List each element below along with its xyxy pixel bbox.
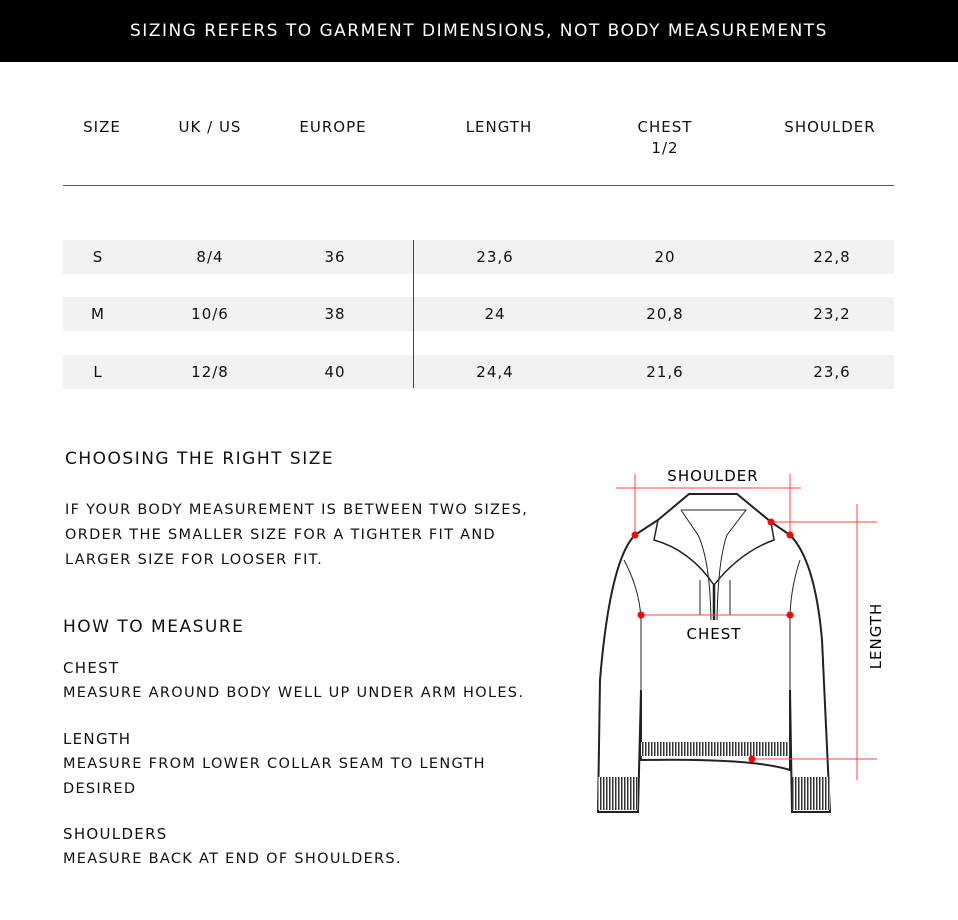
header-divider [63, 185, 894, 186]
left-cuff-rib [598, 777, 638, 810]
measure-points [631, 518, 794, 763]
header-europe: EUROPE [299, 118, 367, 136]
table-cell: 21,6 [646, 363, 684, 381]
table-cell: 20,8 [646, 305, 684, 323]
table-cell: 23,6 [476, 248, 514, 266]
header-shoulder: SHOULDER [784, 118, 876, 136]
chest-diagram-label: CHEST [687, 625, 742, 643]
header-uk-us: UK / US [178, 118, 242, 136]
table-cell: 8/4 [196, 248, 224, 266]
table-cell: 38 [324, 305, 346, 323]
choosing-line: ORDER THE SMALLER SIZE FOR A TIGHTER FIT… [65, 527, 497, 543]
sweater-outline [596, 493, 832, 813]
measure-title: HOW TO MEASURE [63, 617, 245, 637]
table-row: M 10/6 38 24 20,8 23,2 [63, 297, 894, 331]
table-cell: 10/6 [191, 305, 229, 323]
table-row: L 12/8 40 24,4 21,6 23,6 [63, 355, 894, 389]
table-cell: S [92, 248, 104, 266]
shoulders-label: SHOULDERS [63, 825, 168, 843]
length-line: DESIRED [63, 781, 137, 797]
chest-label: CHEST [63, 659, 120, 677]
chest-text: MEASURE AROUND BODY WELL UP UNDER ARM HO… [63, 685, 525, 701]
length-diagram-label: LENGTH [867, 603, 885, 670]
length-label: LENGTH [63, 730, 132, 748]
column-divider [413, 240, 414, 388]
table-row: S 8/4 36 23,6 20 22,8 [63, 240, 894, 274]
sizing-banner: SIZING REFERS TO GARMENT DIMENSIONS, NOT… [0, 0, 958, 62]
right-cuff-rib [792, 777, 830, 810]
table-cell: 23,6 [813, 363, 851, 381]
table-cell: 12/8 [191, 363, 229, 381]
table-cell: 36 [324, 248, 346, 266]
choosing-text: IF YOUR BODY MEASUREMENT IS BETWEEN TWO … [65, 498, 528, 573]
hem-rib [641, 742, 790, 756]
choosing-line: LARGER SIZE FOR LOOSER FIT. [65, 552, 324, 568]
shoulders-text: MEASURE BACK AT END OF SHOULDERS. [63, 851, 402, 867]
table-cell: 20 [654, 248, 676, 266]
table-cell: 40 [324, 363, 346, 381]
header-chest: CHEST 1/2 [637, 118, 693, 157]
choosing-line: IF YOUR BODY MEASUREMENT IS BETWEEN TWO … [65, 502, 529, 518]
table-cell: 24 [484, 305, 506, 323]
choosing-title: CHOOSING THE RIGHT SIZE [65, 449, 335, 469]
table-cell: 22,8 [813, 248, 851, 266]
header-length: LENGTH [465, 118, 533, 136]
length-line: MEASURE FROM LOWER COLLAR SEAM TO LENGTH [63, 756, 486, 772]
measure-lines [616, 474, 877, 780]
table-cell: L [93, 363, 103, 381]
table-cell: 24,4 [476, 363, 514, 381]
table-cell: 23,2 [813, 305, 851, 323]
header-size: SIZE [83, 118, 121, 136]
table-cell: M [91, 305, 105, 323]
shoulder-diagram-label: SHOULDER [667, 467, 758, 485]
length-text: MEASURE FROM LOWER COLLAR SEAM TO LENGTH… [63, 752, 486, 802]
